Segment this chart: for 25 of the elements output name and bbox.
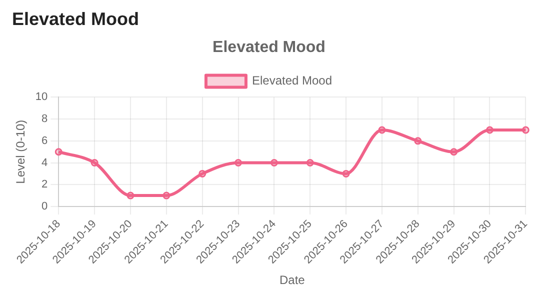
y-tick-label: 6 [42,134,48,147]
point [450,148,458,156]
point [270,159,278,167]
point [54,148,62,156]
y-tick-label: 0 [42,200,48,213]
point [378,126,386,134]
point [414,137,422,145]
point [90,159,98,167]
point [162,192,170,200]
point [234,159,242,167]
y-tick-label: 4 [42,156,48,169]
y-axis-title: Level (0-10) [14,120,28,184]
text: Elevated Mood [12,9,140,30]
point [342,170,350,178]
y-tick-label: 8 [42,113,48,126]
point [198,170,206,178]
x-axis-title: Date [279,273,306,288]
chart-title: Elevated Mood [212,39,326,56]
y-tick-label: 2 [42,178,48,191]
point [126,192,134,200]
point [486,126,494,134]
point [522,126,530,134]
legend-label: Elevated Mood [252,74,332,88]
y-tick-label: 10 [35,91,48,104]
point [306,159,314,167]
